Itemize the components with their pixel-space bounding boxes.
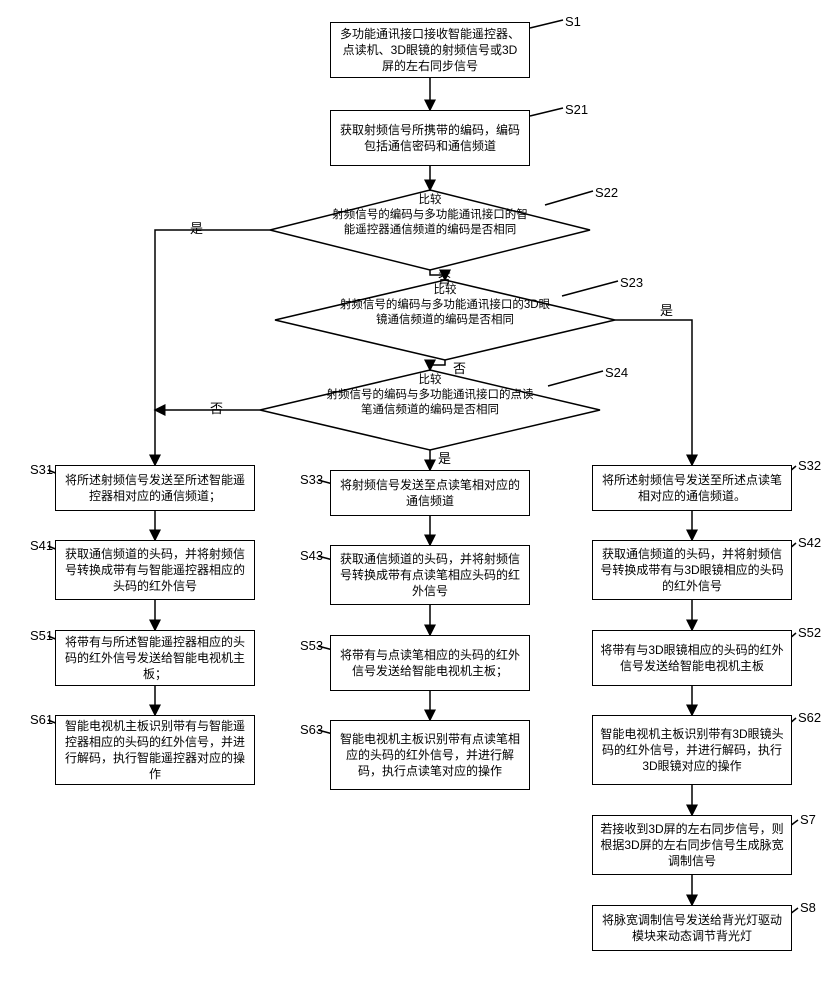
diamond-s23-text: 比较射频信号的编码与多功能通讯接口的3D眼镜通信频道的编码是否相同 (340, 283, 551, 328)
label-s32: S32 (798, 458, 821, 473)
node-s52: 将带有与3D眼镜相应的头码的红外信号发送给智能电视机主板 (592, 630, 792, 686)
edge-label-s23-no: 否 (453, 358, 466, 377)
label-s42: S42 (798, 535, 821, 550)
node-s1: 多功能通讯接口接收智能遥控器、点读机、3D眼镜的射频信号或3D屏的左右同步信号 (330, 22, 530, 78)
label-s52: S52 (798, 625, 821, 640)
label-s21: S21 (565, 102, 588, 117)
edge-label-s24-no: 否 (210, 398, 223, 417)
node-s61: 智能电视机主板识别带有与智能遥控器相应的头码的红外信号，并进行解码，执行智能遥控… (55, 715, 255, 785)
label-s61: S61 (30, 712, 53, 727)
edge-label-s23-yes: 是 (660, 300, 673, 319)
node-s21: 获取射频信号所携带的编码，编码包括通信密码和通信频道 (330, 110, 530, 166)
label-s62: S62 (798, 710, 821, 725)
diamond-s22-text: 比较射频信号的编码与多功能通讯接口的智能遥控器通信频道的编码是否相同 (331, 193, 529, 238)
label-s43: S43 (300, 548, 323, 563)
label-s31: S31 (30, 462, 53, 477)
node-s33: 将射频信号发送至点读笔相对应的通信频道 (330, 470, 530, 516)
node-s7: 若接收到3D屏的左右同步信号，则根据3D屏的左右同步信号生成脉宽调制信号 (592, 815, 792, 875)
node-s51: 将带有与所述智能遥控器相应的头码的红外信号发送给智能电视机主板； (55, 630, 255, 686)
label-s24: S24 (605, 365, 628, 380)
edge-label-s22-yes: 是 (190, 218, 203, 237)
label-s8: S8 (800, 900, 816, 915)
label-s51: S51 (30, 628, 53, 643)
label-s23: S23 (620, 275, 643, 290)
edge-label-s24-yes: 是 (438, 448, 451, 467)
label-s41: S41 (30, 538, 53, 553)
node-s53: 将带有与点读笔相应的头码的红外信号发送给智能电视机主板； (330, 635, 530, 691)
edge-label-s22-no: 否 (438, 268, 451, 287)
node-s63: 智能电视机主板识别带有点读笔相应的头码的红外信号，并进行解码，执行点读笔对应的操… (330, 720, 530, 790)
node-s8: 将脉宽调制信号发送给背光灯驱动模块来动态调节背光灯 (592, 905, 792, 951)
node-s32: 将所述射频信号发送至所述点读笔相对应的通信频道。 (592, 465, 792, 511)
node-s31: 将所述射频信号发送至所述智能遥控器相对应的通信频道； (55, 465, 255, 511)
node-s42: 获取通信频道的头码，并将射频信号转换成带有与3D眼镜相应的头码的红外信号 (592, 540, 792, 600)
node-s41: 获取通信频道的头码，并将射频信号转换成带有与智能遥控器相应的头码的红外信号 (55, 540, 255, 600)
label-s22: S22 (595, 185, 618, 200)
node-s43: 获取通信频道的头码，并将射频信号转换成带有点读笔相应头码的红外信号 (330, 545, 530, 605)
diamond-s24-text: 比较射频信号的编码与多功能通讯接口的点读笔通信频道的编码是否相同 (325, 373, 536, 418)
label-s7: S7 (800, 812, 816, 827)
label-s33: S33 (300, 472, 323, 487)
label-s53: S53 (300, 638, 323, 653)
node-s62: 智能电视机主板识别带有3D眼镜头码的红外信号，并进行解码，执行3D眼镜对应的操作 (592, 715, 792, 785)
label-s63: S63 (300, 722, 323, 737)
label-s1: S1 (565, 14, 581, 29)
